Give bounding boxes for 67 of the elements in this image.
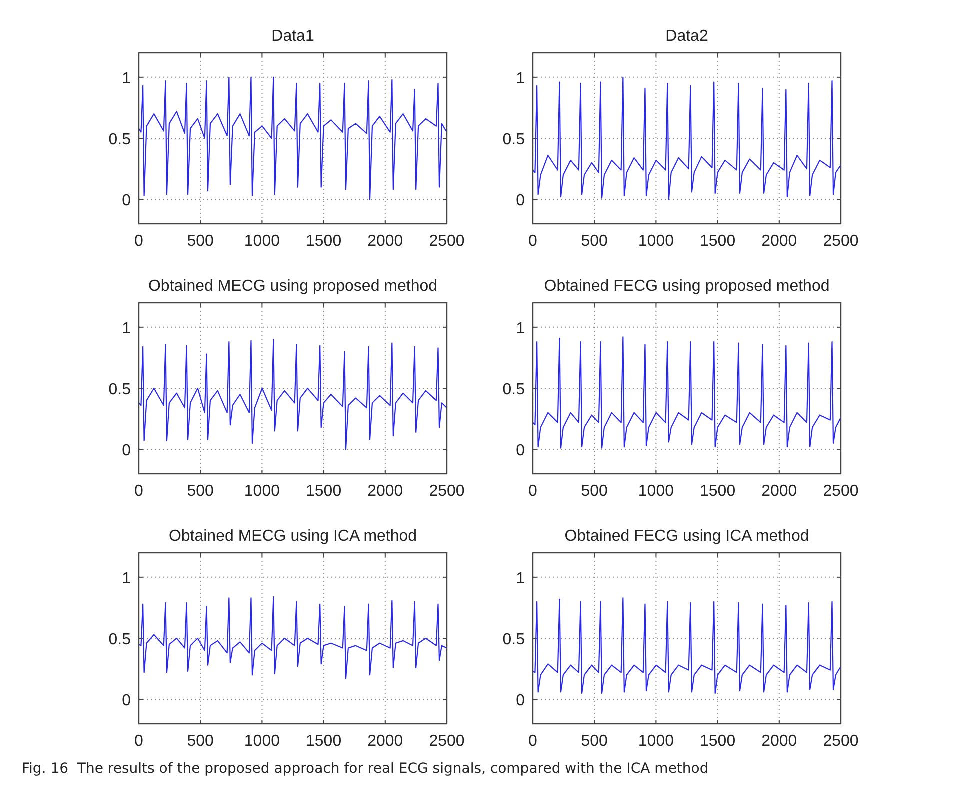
line-series (532, 76, 842, 200)
x-tick-label: 2000 (762, 733, 798, 750)
y-tick-label: 0.5 (108, 632, 132, 648)
line-series (138, 76, 448, 200)
x-tick-label: 1000 (638, 233, 674, 250)
x-tick-label: 0 (134, 233, 144, 250)
y-tick-label: 1 (516, 70, 526, 88)
y-tick-label: 1 (122, 70, 132, 88)
x-tick-label: 1500 (700, 233, 736, 250)
y-tick-label: 0.5 (502, 382, 526, 398)
chart-title: Obtained MECG using proposed method (148, 278, 438, 295)
y-tick-label: 0 (516, 692, 526, 710)
y-tick-label: 0 (122, 442, 132, 460)
x-tick-label: 1500 (306, 233, 342, 250)
x-tick-label: 1000 (638, 483, 674, 500)
y-tick-label: 1 (516, 320, 526, 338)
x-tick-label: 1500 (700, 483, 736, 500)
y-tick-label: 0 (122, 192, 132, 210)
x-tick-label: 0 (528, 733, 538, 750)
y-tick-label: 0.5 (108, 382, 132, 398)
y-tick-label: 0.5 (502, 132, 526, 148)
line-series (138, 596, 448, 680)
x-tick-label: 2000 (762, 483, 798, 500)
x-tick-label: 2500 (429, 483, 465, 500)
x-tick-label: 1500 (306, 483, 342, 500)
x-tick-label: 0 (528, 233, 538, 250)
y-tick-label: 1 (122, 570, 132, 588)
x-tick-label: 2500 (823, 733, 859, 750)
x-tick-label: 2000 (368, 233, 404, 250)
chart-title: Obtained FECG using ICA method (564, 528, 810, 545)
x-tick-label: 500 (581, 483, 608, 500)
x-tick-label: 1000 (244, 483, 280, 500)
chart-title: Obtained FECG using proposed method (544, 278, 830, 295)
x-tick-label: 2000 (762, 233, 798, 250)
x-tick-label: 1000 (638, 733, 674, 750)
x-tick-label: 2500 (823, 483, 859, 500)
x-tick-label: 0 (134, 483, 144, 500)
x-tick-label: 1500 (700, 733, 736, 750)
y-tick-label: 0 (516, 192, 526, 210)
x-tick-label: 2500 (823, 233, 859, 250)
chart-title: Data2 (666, 28, 708, 45)
x-tick-label: 500 (187, 733, 214, 750)
x-tick-label: 1500 (306, 733, 342, 750)
x-tick-label: 2500 (429, 233, 465, 250)
x-tick-label: 2500 (429, 733, 465, 750)
x-tick-label: 500 (581, 733, 608, 750)
y-tick-label: 1 (516, 570, 526, 588)
x-tick-label: 0 (528, 483, 538, 500)
line-series (532, 598, 842, 694)
x-tick-label: 2000 (368, 483, 404, 500)
chart-title: Obtained MECG using ICA method (168, 528, 418, 545)
y-tick-label: 0.5 (502, 632, 526, 648)
x-tick-label: 500 (581, 233, 608, 250)
line-series (138, 339, 448, 450)
x-tick-label: 1000 (244, 233, 280, 250)
y-tick-label: 0 (516, 442, 526, 460)
x-tick-label: 1000 (244, 733, 280, 750)
x-tick-label: 500 (187, 483, 214, 500)
y-tick-label: 0 (122, 692, 132, 710)
x-tick-label: 500 (187, 233, 214, 250)
y-tick-label: 0.5 (108, 132, 132, 148)
line-series (532, 336, 842, 449)
caption: Fig. 16 The results of the proposed approach for real ECG signals, compared with the ICA method (22, 761, 709, 777)
x-tick-label: 0 (134, 733, 144, 750)
x-tick-label: 2000 (368, 733, 404, 750)
y-tick-label: 1 (122, 320, 132, 338)
chart-title: Data1 (272, 28, 314, 45)
